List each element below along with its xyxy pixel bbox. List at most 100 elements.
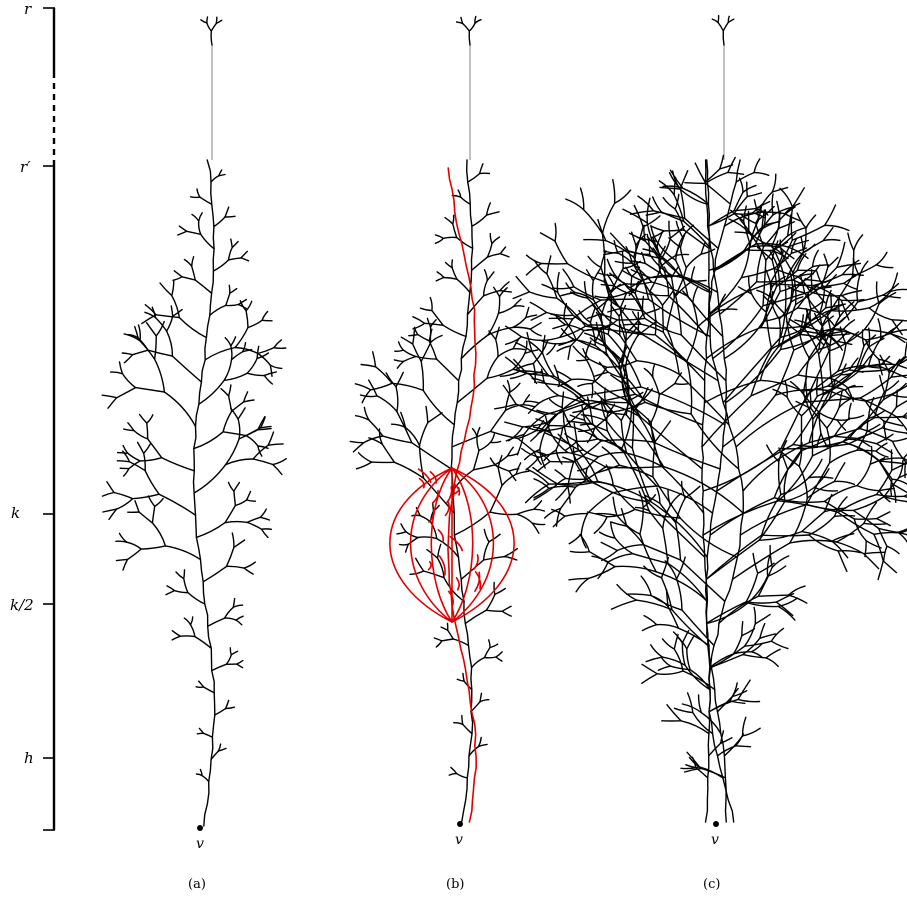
root-label-a: v	[196, 836, 204, 852]
side-branch	[746, 181, 748, 198]
side-branch	[428, 326, 432, 342]
side-branch	[819, 312, 830, 352]
tree-c	[494, 14, 907, 823]
side-branch	[495, 326, 500, 341]
side-branch	[679, 170, 689, 190]
side-branch	[722, 336, 782, 404]
side-branch	[154, 497, 164, 508]
side-branch	[741, 621, 744, 637]
side-branch	[587, 393, 636, 405]
side-branch	[178, 316, 208, 339]
red-braid-link	[444, 501, 450, 517]
side-branch	[606, 508, 636, 518]
side-branch	[753, 171, 770, 176]
side-branch	[677, 627, 710, 647]
side-branch	[539, 448, 546, 469]
side-branch	[546, 273, 558, 299]
side-branch	[882, 294, 901, 299]
side-branch	[863, 501, 878, 525]
side-branch	[382, 435, 413, 444]
side-branch	[723, 320, 765, 360]
side-branch	[508, 468, 520, 472]
side-branch	[798, 441, 803, 467]
caption-c: (c)	[703, 877, 720, 892]
side-branch	[859, 397, 898, 418]
side-branch	[646, 500, 706, 558]
side-branch	[553, 364, 561, 386]
side-branch	[245, 300, 253, 312]
top-crown-branch	[717, 21, 724, 32]
side-branch	[680, 480, 686, 499]
side-branch	[224, 699, 230, 710]
side-branch	[134, 500, 140, 513]
side-branch	[774, 349, 795, 396]
side-branch	[146, 422, 149, 440]
side-branch	[641, 673, 658, 684]
side-branch	[526, 372, 555, 377]
side-branch	[233, 539, 246, 549]
side-branch	[531, 522, 546, 526]
side-branch	[758, 205, 775, 220]
side-branch	[679, 246, 687, 269]
side-branch	[499, 246, 507, 255]
side-branch	[598, 531, 616, 539]
side-branch	[230, 336, 237, 347]
side-branch	[526, 331, 533, 353]
side-branch	[728, 218, 750, 234]
side-branch	[644, 494, 650, 512]
side-branch	[670, 276, 675, 299]
side-branch	[650, 225, 665, 232]
side-branch	[584, 478, 614, 494]
side-branch	[600, 439, 654, 443]
side-branch	[522, 404, 536, 408]
side-branch	[582, 449, 600, 458]
side-branch	[468, 745, 480, 757]
side-branch	[233, 481, 241, 492]
side-branch	[257, 445, 263, 457]
side-branch	[245, 310, 249, 329]
side-branch	[822, 226, 834, 242]
side-branch	[798, 465, 808, 499]
side-branch	[840, 299, 850, 321]
side-branch	[750, 643, 763, 653]
side-branch	[607, 553, 634, 563]
side-branch	[578, 309, 592, 324]
side-branch	[193, 431, 224, 450]
side-branch	[532, 362, 536, 384]
top-crown-branch	[462, 22, 470, 32]
side-branch	[666, 704, 682, 722]
side-branch	[521, 447, 540, 458]
side-branch	[883, 495, 907, 503]
side-branch	[134, 325, 139, 339]
side-branch	[833, 480, 856, 486]
side-branch	[777, 597, 799, 608]
side-branch	[760, 493, 782, 536]
side-branch	[583, 238, 607, 242]
side-branch	[593, 411, 614, 429]
side-branch	[805, 264, 821, 281]
side-branch	[604, 280, 610, 297]
side-branch	[487, 312, 500, 336]
side-branch	[151, 505, 156, 524]
side-branch	[658, 382, 676, 396]
side-branch	[138, 511, 154, 524]
side-branch	[757, 191, 773, 214]
side-branch	[584, 399, 642, 418]
side-branch	[504, 325, 523, 338]
side-branch	[586, 396, 594, 425]
side-branch	[610, 304, 620, 317]
side-branch	[679, 559, 726, 602]
side-branch	[165, 330, 174, 357]
side-branch	[824, 289, 832, 309]
caption-a: (a)	[188, 877, 206, 892]
side-branch	[488, 639, 491, 649]
side-branch	[822, 370, 860, 396]
side-branch	[742, 441, 810, 492]
side-branch	[642, 248, 661, 256]
side-branch	[506, 379, 511, 393]
side-branch	[210, 175, 220, 183]
side-branch	[544, 415, 552, 434]
side-branch	[648, 510, 664, 529]
side-branch	[504, 404, 524, 412]
